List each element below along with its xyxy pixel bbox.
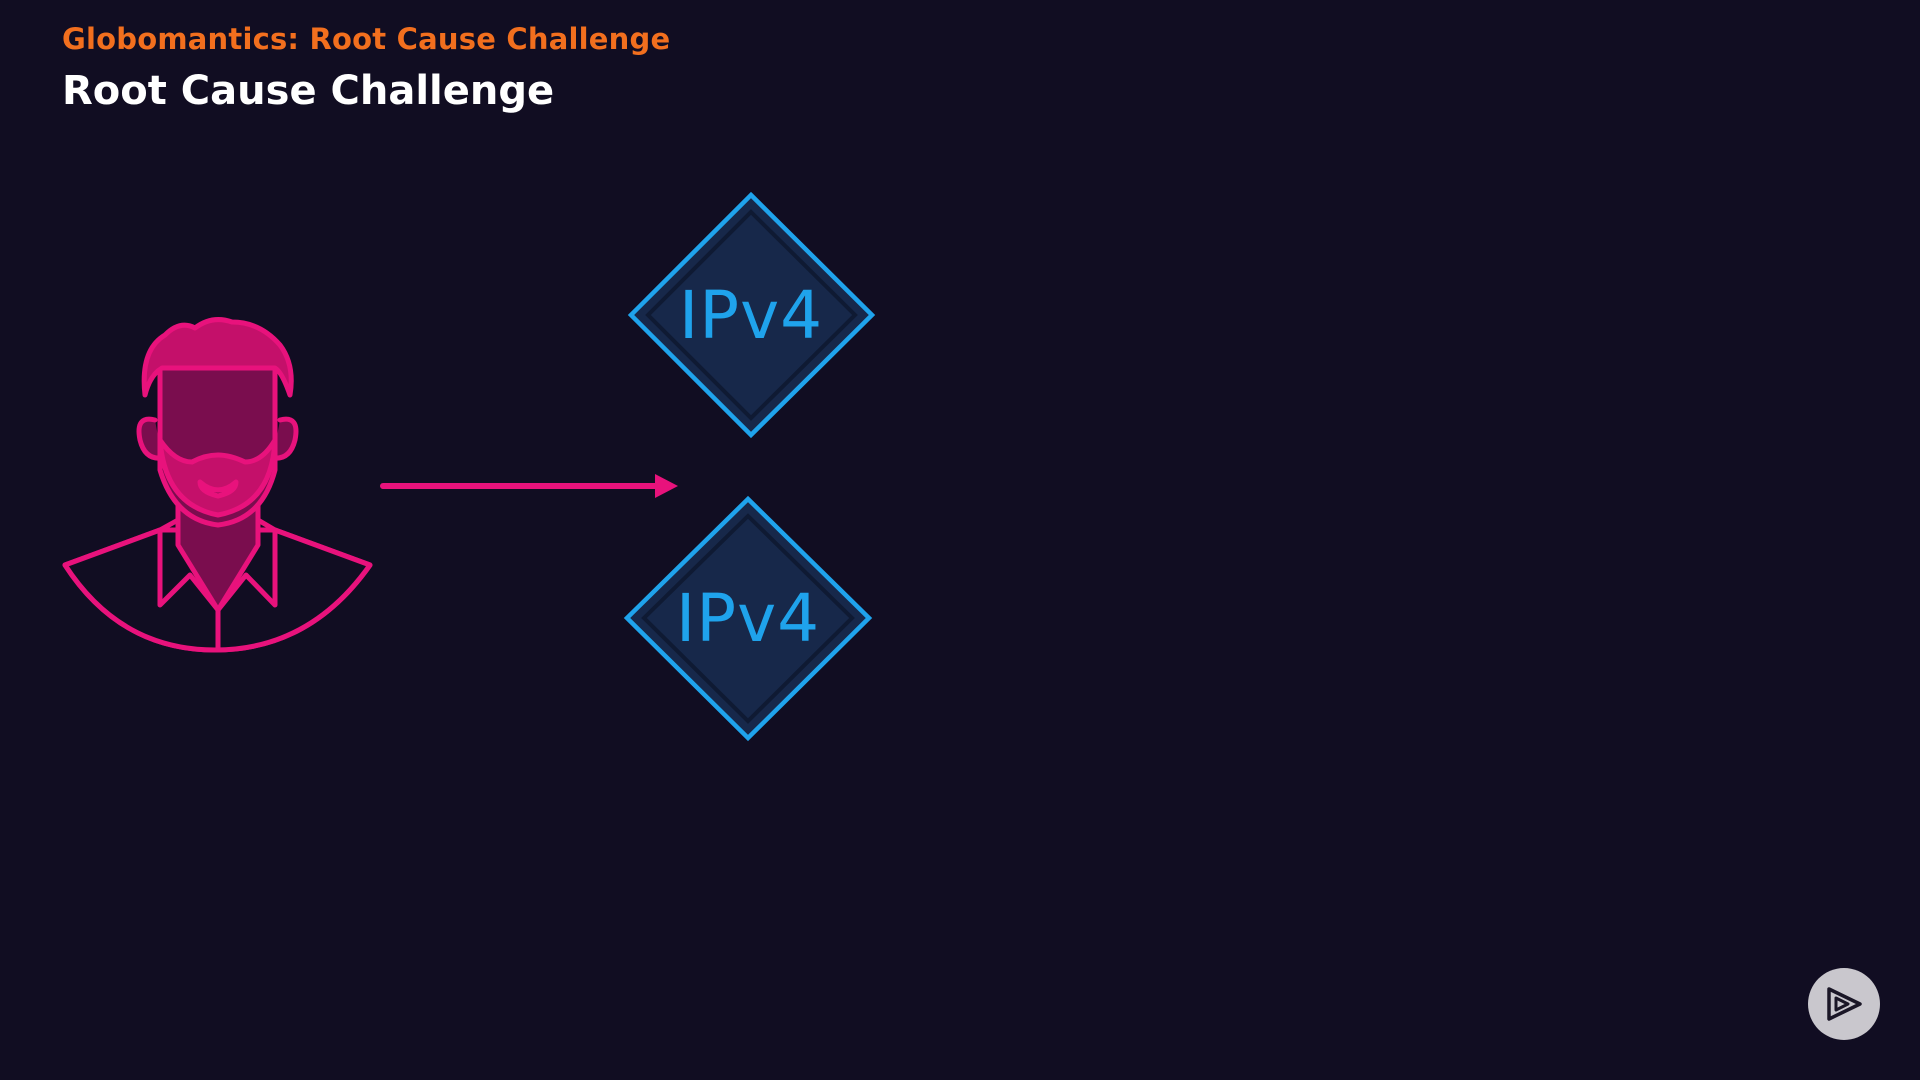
user-icon [62, 317, 373, 653]
slide-title: Root Cause Challenge [62, 68, 555, 114]
play-logo-icon [1827, 987, 1862, 1021]
play-logo-button[interactable] [1808, 968, 1880, 1040]
ipv4-node-2: IPv4 [623, 495, 873, 742]
slide-eyebrow: Globomantics: Root Cause Challenge [62, 22, 671, 56]
arrow-right [380, 474, 678, 498]
node-label-2: IPv4 [676, 580, 820, 657]
node-label-1: IPv4 [679, 277, 823, 354]
ipv4-node-1: IPv4 [627, 191, 876, 439]
